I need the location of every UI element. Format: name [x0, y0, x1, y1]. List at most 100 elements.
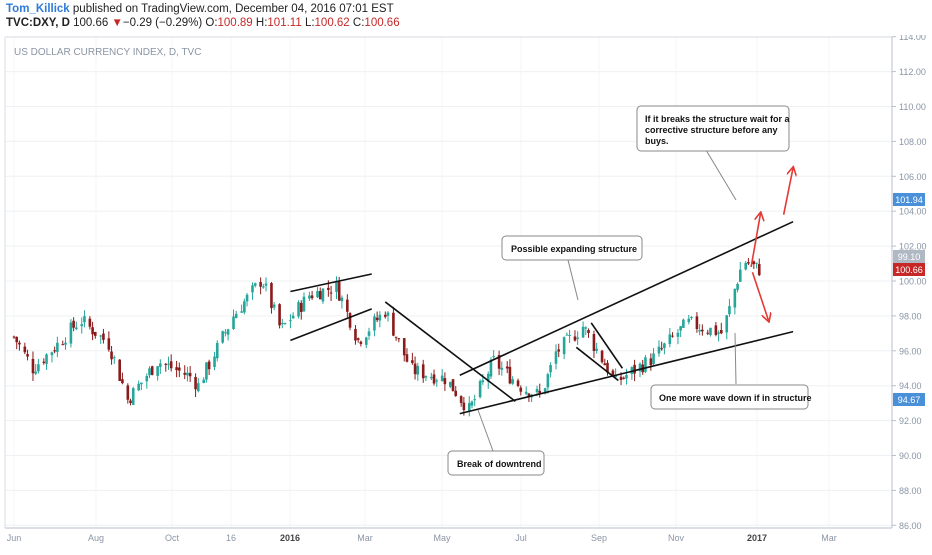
y-tick-label: 112.00	[899, 67, 926, 77]
candle-body	[308, 295, 311, 299]
candle-body	[576, 337, 579, 339]
y-tick-label: 100.00	[899, 277, 927, 287]
price-tag-mid-bg	[893, 250, 925, 263]
price-tag-low-text: 94.67	[898, 395, 921, 405]
candle-body	[164, 363, 168, 365]
x-tick-label: 2017	[747, 533, 767, 543]
candle-body	[516, 380, 520, 386]
x-axis-ticks: Jun Aug Oct 16 2016 Mar May Jul Sep Nov 2017 Mar	[7, 533, 837, 543]
x-tick-label: Mar	[821, 533, 837, 543]
close-value: 100.66	[364, 17, 400, 29]
expanding-callout-pointer	[567, 259, 579, 301]
candle-body	[508, 366, 512, 384]
candle-body	[554, 351, 558, 364]
candle-body	[354, 328, 357, 341]
trendline-channel-lower[interactable]	[290, 308, 373, 342]
candle-body	[23, 346, 27, 353]
candle-body	[682, 319, 685, 328]
candle-body	[652, 353, 655, 364]
candle-body	[186, 372, 189, 376]
down-arrow[interactable]	[751, 272, 768, 321]
candle-body	[424, 376, 428, 378]
candle-body	[660, 348, 663, 350]
downtrend-callout-text: Break of downtrend	[457, 459, 542, 469]
candle-body	[107, 338, 111, 350]
candle-body	[524, 391, 528, 394]
breaks-callout-text: If it breaks the structure wait for a cor…	[645, 114, 791, 146]
candle-body	[695, 316, 699, 330]
candle-body	[725, 315, 729, 333]
trendlines[interactable]	[290, 220, 794, 415]
y-tick-label: 108.00	[899, 137, 927, 147]
published-text: published on TradingView.com, December 0…	[69, 3, 394, 15]
candle-body	[245, 294, 249, 302]
candle-body	[207, 361, 211, 370]
trendline-expanding-lower[interactable]	[459, 330, 794, 415]
candle-body	[205, 362, 208, 380]
candle-body	[34, 371, 37, 374]
price-tag-mid: 99.10	[893, 250, 925, 263]
trendline-downtrend[interactable]	[384, 301, 516, 403]
y-tick-label: 110.00	[899, 102, 926, 112]
candle-body	[668, 334, 672, 344]
trendline-channel-upper[interactable]	[290, 273, 372, 293]
up-arrow-2[interactable]	[782, 168, 793, 215]
candle-body	[240, 311, 243, 313]
candle-body	[717, 332, 720, 334]
candle-body	[738, 269, 742, 282]
publisher-line: Tom_Killick published on TradingView.com…	[6, 2, 394, 16]
x-tick-label: 16	[226, 533, 236, 543]
trendline-mini-channel-lower[interactable]	[575, 346, 619, 382]
close-label: C:	[352, 17, 365, 29]
candle-body	[99, 335, 103, 337]
downtrend-callout[interactable]: Break of downtrend	[447, 450, 545, 476]
expanding-callout[interactable]: Possible expanding structure	[501, 235, 643, 261]
price-chart[interactable]: US DOLLAR CURRENCY INDEX, D, TVC 86.00 88…	[0, 32, 932, 550]
candle-body	[600, 350, 604, 363]
projection-arrows[interactable]	[750, 168, 793, 322]
candle-body	[587, 329, 590, 334]
candles	[12, 258, 761, 417]
x-tick-label: Jun	[7, 533, 22, 543]
wave-callout[interactable]: One more wave down if in structure	[650, 384, 812, 410]
chart-area[interactable]: US DOLLAR CURRENCY INDEX, D, TVC 86.00 88…	[0, 32, 932, 550]
candle-body	[592, 334, 596, 351]
candle-body	[470, 401, 474, 406]
candle-body	[159, 363, 162, 367]
candle-body	[543, 388, 547, 394]
quote-line: TVC:DXY, D 100.66 ▼−0.29 (−0.29%) O:100.…	[6, 17, 400, 29]
candle-body	[611, 370, 615, 376]
candle-body	[701, 329, 704, 332]
candle-body	[329, 292, 333, 294]
candle-body	[755, 262, 758, 264]
candle-body	[272, 304, 276, 308]
x-tick-label: May	[433, 533, 451, 543]
candle-body	[405, 354, 409, 362]
candle-body	[581, 326, 585, 338]
candle-body	[467, 403, 471, 412]
candle-body	[264, 283, 268, 286]
up-arrow-1[interactable]	[750, 213, 760, 268]
price-tag-target-bg	[893, 193, 925, 206]
candle-body	[519, 387, 523, 392]
candle-body	[202, 379, 205, 384]
breaks-callout-box	[636, 105, 790, 152]
y-tick-label: 86.00	[899, 521, 922, 531]
candle-body	[310, 295, 314, 299]
candle-body	[421, 364, 425, 379]
candle-body	[698, 329, 701, 332]
candle-body	[565, 334, 569, 336]
candle-body	[584, 327, 588, 329]
candle-body	[337, 281, 341, 301]
candle-body	[736, 283, 739, 290]
breaks-callout[interactable]: If it breaks the structure wait for a cor…	[636, 105, 791, 152]
candle-body	[714, 325, 718, 335]
trendline-expanding-upper[interactable]	[459, 220, 794, 376]
chart-title: US DOLLAR CURRENCY INDEX, D, TVC	[14, 47, 201, 58]
candle-body	[459, 396, 463, 403]
author-link[interactable]: Tom_Killick	[6, 3, 70, 15]
candle-body	[340, 297, 344, 302]
candle-body	[546, 374, 550, 388]
trendline-mini-channel-upper[interactable]	[590, 322, 624, 369]
y-tick-label: 104.00	[899, 207, 927, 217]
